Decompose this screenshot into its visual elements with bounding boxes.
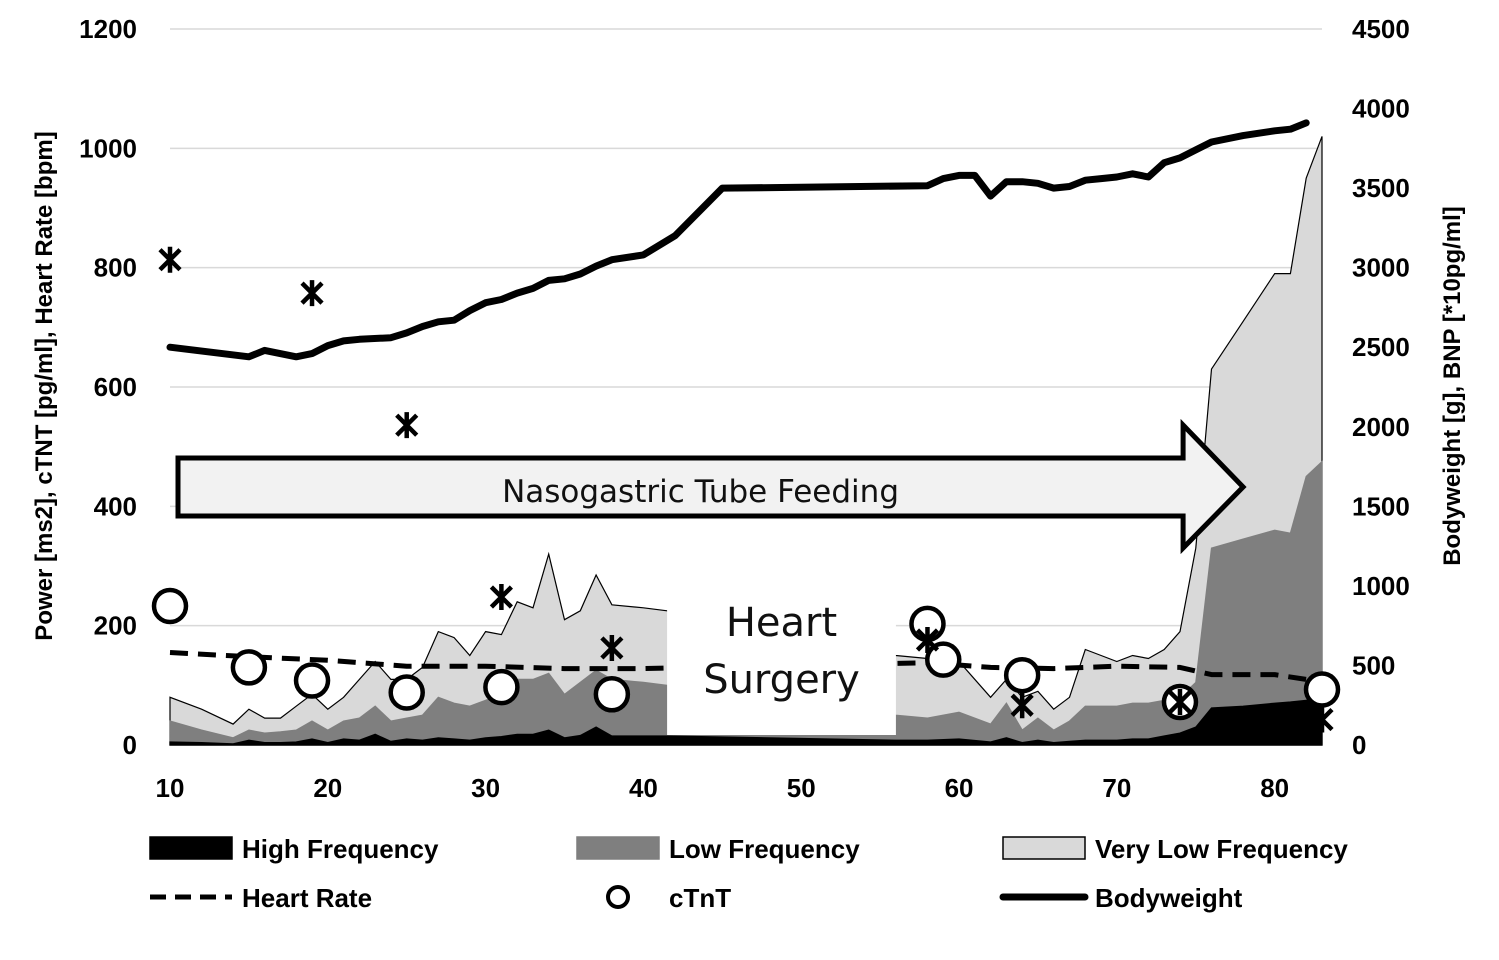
marker-bnp bbox=[1168, 689, 1192, 716]
line-bodyweight bbox=[166, 119, 1310, 361]
heart-surgery-box bbox=[667, 583, 896, 735]
right-tick-label: 1500 bbox=[1352, 491, 1410, 521]
x-tick-label: 40 bbox=[629, 773, 658, 803]
right-tick-label: 2500 bbox=[1352, 332, 1410, 362]
marker-bnp bbox=[915, 626, 940, 653]
right-tick-label: 500 bbox=[1352, 650, 1395, 680]
legend-swatch-low-frequency bbox=[576, 836, 660, 860]
marker-ctnt bbox=[483, 668, 520, 706]
left-tick-label: 1200 bbox=[79, 14, 137, 44]
marker-ctnt bbox=[1303, 671, 1341, 708]
legend-label-very-low-frequency: Very Low Frequency bbox=[1095, 834, 1348, 864]
series-markers bbox=[151, 246, 1341, 733]
marker-bnp bbox=[600, 634, 624, 661]
x-axis-ticks: 10 20 30 40 50 60 70 80 bbox=[156, 773, 1290, 803]
x-tick-label: 70 bbox=[1102, 773, 1131, 803]
marker-ctnt bbox=[293, 662, 331, 699]
legend-swatch-very-low-frequency bbox=[1002, 836, 1086, 860]
left-tick-label: 800 bbox=[94, 253, 137, 283]
feeding-arrow-label: Nasogastric Tube Feeding bbox=[502, 474, 899, 510]
marker-ctnt bbox=[388, 674, 425, 711]
legend-label-bodyweight: Bodyweight bbox=[1095, 883, 1243, 913]
right-axis-ticks: 0 500 1000 1500 2000 2500 3000 3500 4000 4500 bbox=[1352, 14, 1410, 760]
marker-bnp bbox=[395, 412, 419, 439]
left-axis-title: Power [ms2], cTNT [pg/ml], Heart Rate [b… bbox=[31, 131, 58, 640]
heart-surgery-label-line2: Surgery bbox=[703, 657, 860, 703]
marker-bnp bbox=[1010, 692, 1034, 719]
right-tick-label: 3000 bbox=[1352, 253, 1410, 283]
right-tick-label: 1000 bbox=[1352, 571, 1410, 601]
right-tick-label: 3500 bbox=[1352, 173, 1410, 203]
marker-bnp bbox=[1310, 706, 1334, 733]
left-tick-label: 600 bbox=[94, 372, 137, 402]
left-axis-ticks: 0 200 400 600 800 1000 1200 bbox=[79, 14, 137, 760]
legend-label-low-frequency: Low Frequency bbox=[669, 834, 860, 864]
x-tick-label: 80 bbox=[1260, 773, 1289, 803]
marker-bnp bbox=[158, 246, 182, 273]
marker-ctnt bbox=[151, 587, 189, 625]
legend-label-heart-rate: Heart Rate bbox=[242, 883, 372, 913]
legend-swatch-ctnt bbox=[606, 885, 630, 909]
right-tick-label: 2000 bbox=[1352, 412, 1410, 442]
left-tick-label: 400 bbox=[94, 491, 137, 521]
marker-ctnt bbox=[925, 641, 962, 678]
left-tick-label: 1000 bbox=[79, 133, 137, 163]
legend-label-ctnt: cTnT bbox=[669, 883, 731, 913]
feeding-arrow bbox=[175, 418, 1247, 555]
marker-bnp bbox=[300, 280, 324, 307]
x-tick-label: 50 bbox=[787, 773, 816, 803]
right-tick-label: 4500 bbox=[1352, 14, 1410, 44]
marker-ctnt bbox=[593, 676, 631, 713]
marker-ctnt bbox=[1003, 656, 1041, 694]
marker-ctnt bbox=[230, 649, 268, 686]
legend: High Frequency Low Frequency Very Low Freq… bbox=[149, 834, 1348, 913]
left-tick-label: 0 bbox=[123, 730, 137, 760]
legend-label-high-frequency: High Frequency bbox=[242, 834, 439, 864]
marker-bnp bbox=[489, 584, 513, 611]
legend-swatch-high-frequency bbox=[149, 836, 233, 860]
right-axis-title: Bodyweight [g], BNP [*10pg/ml] bbox=[1439, 206, 1466, 566]
area-high-frequency bbox=[169, 697, 1323, 746]
left-tick-label: 200 bbox=[94, 611, 137, 641]
heart-surgery-label-line1: Heart bbox=[726, 600, 837, 646]
right-tick-label: 4000 bbox=[1352, 94, 1410, 124]
right-tick-label: 0 bbox=[1352, 730, 1366, 760]
x-tick-label: 20 bbox=[313, 773, 342, 803]
x-tick-label: 60 bbox=[945, 773, 974, 803]
x-tick-label: 10 bbox=[156, 773, 185, 803]
x-tick-label: 30 bbox=[471, 773, 500, 803]
annotations: Nasogastric Tube Feeding Heart Surgery bbox=[175, 418, 1247, 735]
